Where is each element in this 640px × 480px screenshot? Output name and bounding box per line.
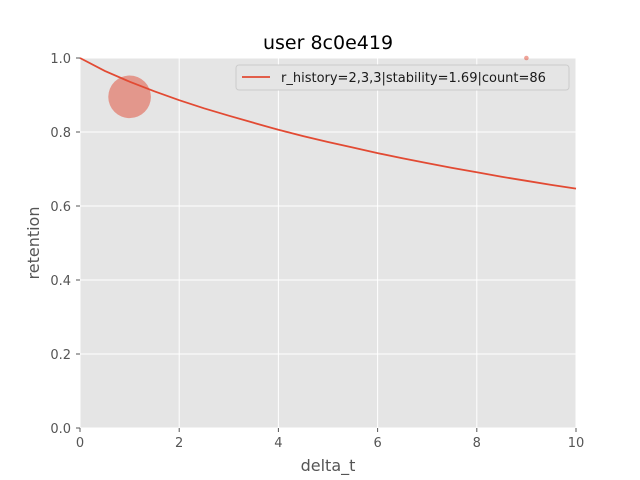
chart-title: user 8c0e419	[263, 32, 393, 54]
x-tick-label: 4	[274, 436, 282, 451]
line-layer	[79, 57, 577, 190]
x-tick-label: 6	[373, 436, 381, 451]
plot-area	[80, 58, 576, 428]
legend-label: r_history=2,3,3|stability=1.69|count=86	[281, 71, 546, 86]
series-line	[79, 57, 577, 190]
x-tick-label: 2	[175, 436, 183, 451]
tick-layer: 0 2 4 6 8 10 0.0 0.2 0.4 0.6 0.8 1.0	[50, 52, 584, 451]
x-tick-label: 8	[473, 436, 481, 451]
y-tick-label: 0.0	[50, 422, 71, 437]
grid-lines	[79, 57, 577, 429]
y-tick-label: 0.6	[50, 200, 71, 215]
y-tick-label: 1.0	[50, 52, 71, 67]
legend-box	[235, 64, 570, 91]
y-tick-label: 0.2	[50, 348, 71, 363]
scatter-point	[524, 55, 529, 61]
x-axis-label: delta_t	[301, 456, 356, 476]
legend: r_history=2,3,3|stability=1.69|count=86	[235, 64, 570, 91]
y-axis-label: retention	[24, 207, 43, 280]
y-tick-label: 0.4	[50, 274, 71, 289]
x-tick-label: 0	[76, 436, 84, 451]
y-tick-label: 0.8	[50, 126, 71, 141]
x-tick-label: 10	[568, 436, 585, 451]
